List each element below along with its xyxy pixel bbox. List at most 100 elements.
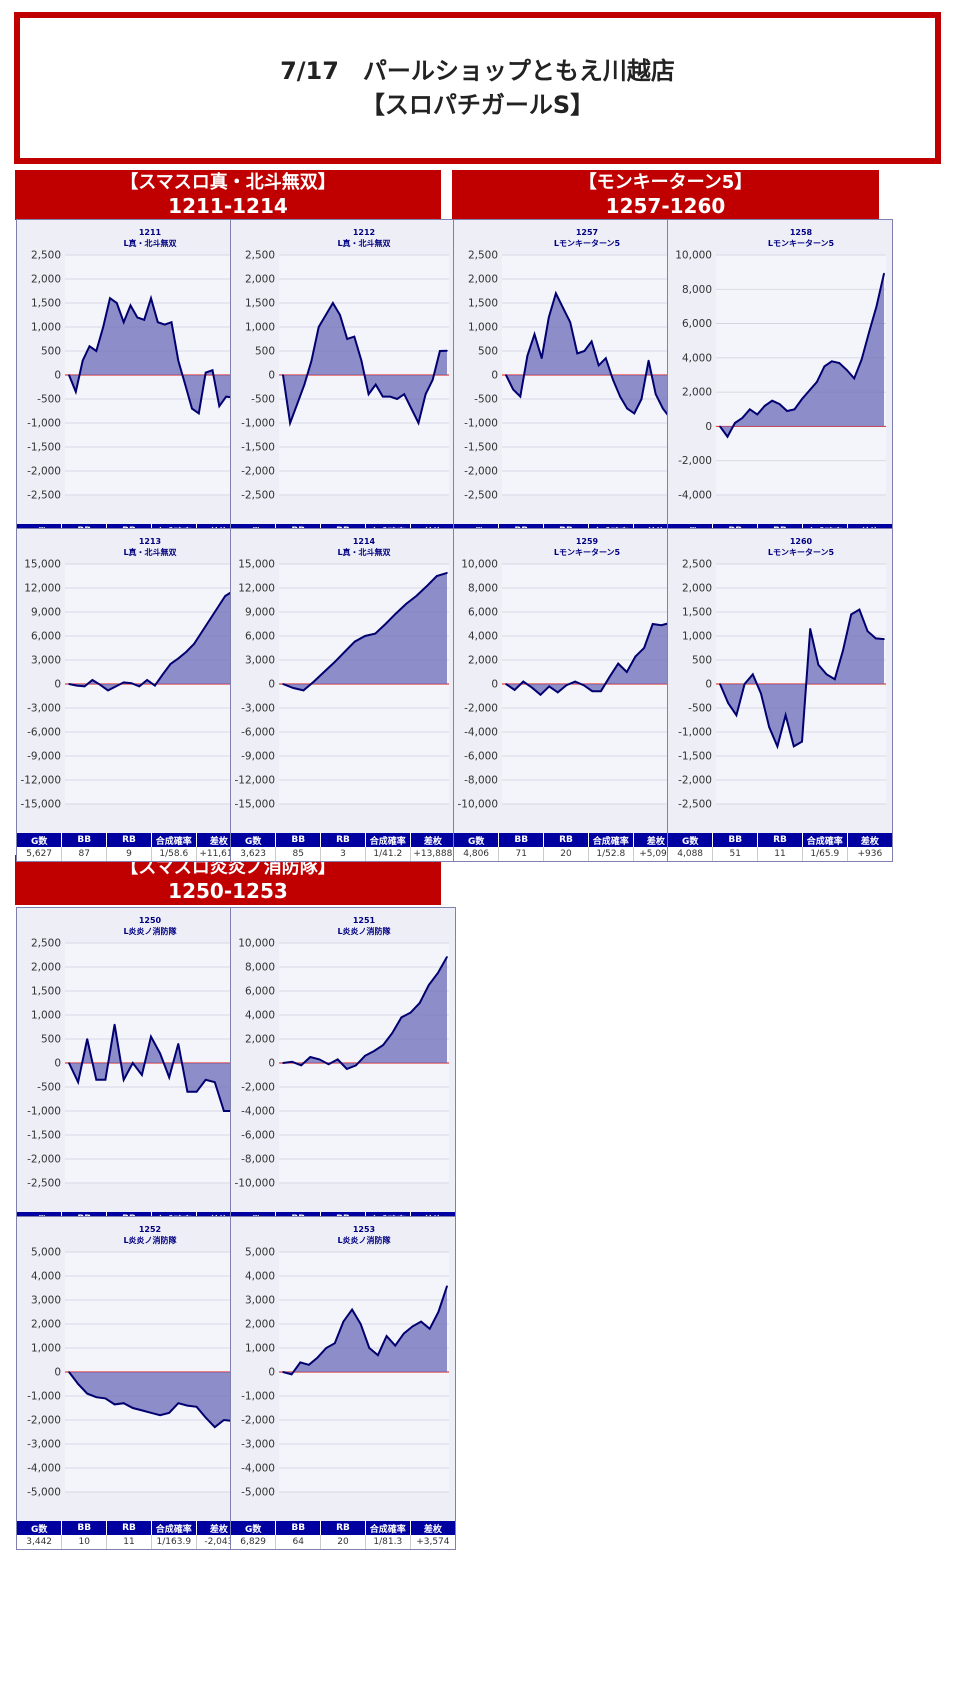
chart-panel-1257: 1257 Lモンキーターン5 2,500 2,000 1,500 1,000 500 0 -50…: [453, 219, 679, 553]
data-point: [104, 1397, 107, 1400]
machine-model: L真・北斗無双: [337, 547, 390, 557]
machine-number: 1212: [353, 228, 375, 237]
data-point: [513, 689, 516, 691]
machine-number: 1213: [139, 537, 161, 546]
y-tick-label: -1,500: [27, 1130, 61, 1142]
data-point: [91, 679, 94, 681]
data-point: [346, 1068, 348, 1070]
data-point: [99, 684, 101, 686]
data-point: [302, 689, 305, 692]
data-point: [590, 340, 593, 343]
data-point: [185, 651, 187, 653]
data-point: [336, 1058, 339, 1061]
y-tick-label: -1,000: [27, 418, 61, 430]
machine-number: 1252: [139, 1225, 161, 1234]
stats-table: G数 BB RB 合成確率 差枚 4,806 71 20 1/52.8 +5,090: [454, 833, 678, 861]
stats-header: 差枚: [410, 1521, 455, 1535]
y-tick-label: 500: [692, 655, 712, 667]
y-tick-label: -2,500: [464, 490, 498, 502]
y-tick-label: 12,000: [24, 583, 61, 595]
data-point: [420, 1320, 422, 1323]
stats-diff: +13,888: [410, 847, 455, 861]
y-tick-label: 8,000: [468, 583, 498, 595]
stats-header: RB: [106, 833, 152, 847]
stats-header: 差枚: [633, 833, 678, 847]
y-tick-label: 2,000: [31, 1319, 61, 1331]
data-point: [325, 1347, 327, 1349]
data-point: [95, 1396, 98, 1398]
y-tick-label: 1,000: [245, 1343, 275, 1355]
y-tick-label: -6,000: [241, 1130, 275, 1142]
y-tick-label: 4,000: [31, 1271, 61, 1283]
data-point: [853, 377, 855, 380]
y-tick-label: 1,500: [245, 298, 275, 310]
stats-header: BB: [712, 833, 759, 847]
series-area: [506, 293, 670, 418]
data-point: [428, 984, 430, 986]
data-point: [727, 702, 729, 704]
data-point: [184, 383, 186, 386]
data-point: [816, 381, 818, 383]
y-tick-label: -2,000: [241, 1415, 275, 1427]
stats-header: RB: [757, 833, 803, 847]
data-point: [565, 684, 568, 686]
data-point: [582, 684, 585, 686]
y-tick-label: 0: [54, 1058, 61, 1070]
data-point: [583, 350, 586, 352]
stats-rb: 9: [106, 847, 152, 861]
data-point: [364, 1055, 366, 1057]
data-point: [186, 1091, 189, 1093]
data-point: [163, 323, 166, 326]
data-point: [562, 307, 564, 309]
y-tick-label: -4,000: [241, 1463, 275, 1475]
data-point: [883, 272, 885, 275]
data-point: [116, 302, 118, 304]
header-banner: 7/17 パールショップともえ川越店 【スロパチガールS】: [14, 12, 941, 164]
y-tick-label: -2,000: [241, 1082, 275, 1094]
data-point: [83, 685, 86, 688]
stats-games: 3,623: [231, 847, 277, 861]
data-point: [424, 393, 427, 395]
series-area: [283, 956, 447, 1069]
y-tick-label: -12,000: [20, 775, 61, 787]
data-point: [208, 619, 211, 621]
chart-panel-1213: 1213 L真・北斗無双 15,000 12,000 9,000 6,000 3,000 0 -…: [16, 528, 242, 862]
series-area: [69, 1024, 233, 1111]
y-tick-label: -2,000: [27, 1415, 61, 1427]
data-point: [161, 673, 164, 676]
data-point: [778, 403, 781, 405]
stats-header: G数: [17, 1521, 63, 1535]
series-area: [69, 591, 233, 691]
data-point: [177, 359, 180, 362]
data-point: [382, 395, 384, 398]
y-tick-label: 1,500: [31, 986, 61, 998]
data-point: [531, 686, 533, 689]
stats-diff: +3,574: [410, 1535, 455, 1549]
data-point: [741, 417, 744, 419]
stats-header: G数: [454, 833, 500, 847]
data-point: [823, 365, 826, 368]
data-point: [364, 635, 366, 637]
data-point: [168, 1412, 170, 1414]
stats-header: RB: [320, 1521, 366, 1535]
data-point: [403, 393, 405, 395]
stats-games: 4,806: [454, 847, 500, 861]
data-point: [405, 603, 407, 605]
data-point: [333, 661, 336, 664]
data-point: [512, 388, 514, 391]
y-tick-label: -10,000: [234, 1178, 275, 1190]
data-point: [446, 572, 448, 574]
data-point: [122, 1079, 125, 1081]
chart-panel-1253: 1253 L炎炎ノ消防隊 5,000 4,000 3,000 2,000 1,000 0 -1,…: [230, 1216, 456, 1550]
chart-panel-1259: 1259 Lモンキーターン5 10,000 8,000 6,000 4,000 2,000 0…: [453, 528, 679, 862]
y-tick-label: 0: [54, 370, 61, 382]
data-point: [591, 690, 594, 692]
group-title: 【スマスロ炎炎ノ消防隊】: [120, 857, 336, 878]
data-point: [548, 316, 550, 319]
y-tick-label: -2,000: [678, 455, 712, 467]
data-point: [282, 374, 284, 376]
y-tick-label: -8,000: [241, 1154, 275, 1166]
data-point: [339, 314, 341, 316]
